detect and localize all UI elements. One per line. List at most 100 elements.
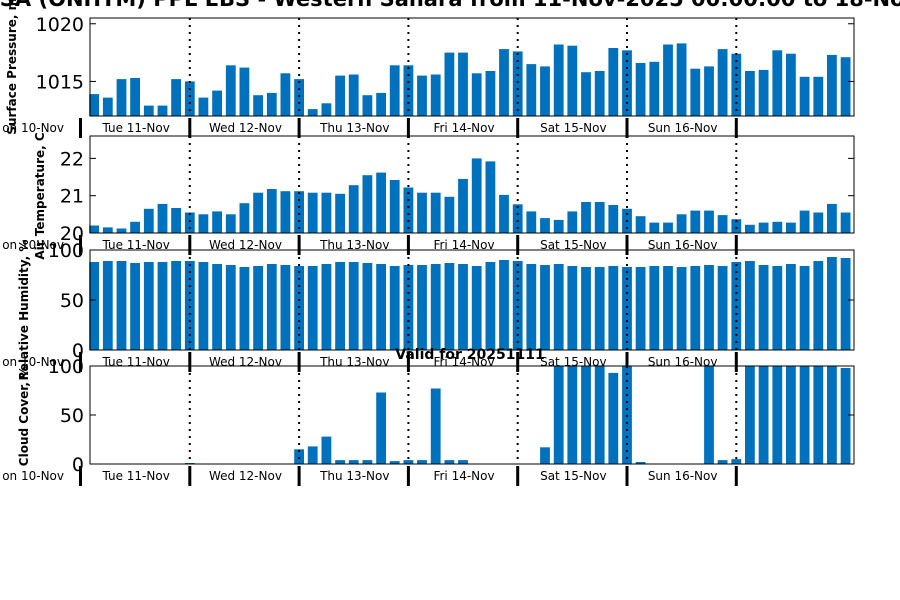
bar bbox=[758, 265, 769, 350]
bar bbox=[321, 103, 332, 116]
bar bbox=[116, 79, 127, 116]
bar bbox=[389, 180, 400, 233]
bar bbox=[676, 267, 687, 350]
day-label: Tue 11-Nov bbox=[101, 355, 169, 369]
bar bbox=[417, 460, 427, 464]
bar bbox=[840, 212, 851, 233]
day-label: Tue 11-Nov bbox=[101, 238, 169, 252]
bar bbox=[704, 366, 714, 464]
bar bbox=[567, 266, 578, 350]
bar bbox=[526, 64, 537, 116]
bar bbox=[403, 187, 414, 233]
bar bbox=[280, 191, 291, 233]
bar bbox=[471, 158, 482, 233]
bar bbox=[362, 175, 373, 233]
bar bbox=[485, 161, 496, 233]
day-label: Thu 13-Nov bbox=[319, 121, 389, 135]
bar bbox=[171, 79, 181, 116]
bar bbox=[430, 192, 441, 233]
bar bbox=[225, 65, 236, 116]
bar bbox=[348, 74, 359, 116]
bar bbox=[130, 221, 140, 233]
month-label: on 10-Nov bbox=[2, 238, 64, 252]
day-label: Sat 15-Nov bbox=[540, 238, 607, 252]
y-tick-label: 50 bbox=[60, 405, 84, 427]
bar bbox=[335, 262, 345, 350]
bar bbox=[471, 73, 482, 116]
plot-frame bbox=[89, 135, 855, 234]
bar bbox=[540, 218, 550, 233]
bar bbox=[840, 57, 851, 116]
bar bbox=[171, 208, 181, 233]
bar bbox=[458, 52, 468, 116]
bar bbox=[102, 97, 113, 116]
day-label: Thu 13-Nov bbox=[319, 355, 389, 369]
bar bbox=[540, 447, 550, 464]
bar bbox=[444, 196, 455, 233]
bar bbox=[745, 366, 755, 464]
y-tick-label: 20 bbox=[60, 223, 84, 245]
y-tick-label: 0 bbox=[72, 454, 84, 476]
y-axis-label: Relative Humidity, % bbox=[17, 240, 31, 381]
bar bbox=[212, 264, 222, 350]
bar bbox=[389, 65, 400, 116]
y-tick-label: 1015 bbox=[36, 71, 84, 93]
bar bbox=[130, 263, 140, 350]
bar bbox=[89, 94, 99, 116]
bar bbox=[635, 63, 646, 116]
bar bbox=[89, 225, 99, 233]
bar bbox=[840, 368, 851, 464]
bar bbox=[307, 109, 318, 116]
bar bbox=[321, 436, 332, 464]
bar bbox=[608, 48, 619, 116]
bar bbox=[198, 214, 209, 233]
bar bbox=[266, 92, 277, 116]
bar bbox=[676, 214, 687, 233]
y-tick-label: 22 bbox=[60, 148, 84, 170]
bar bbox=[567, 45, 578, 117]
bar bbox=[444, 460, 455, 464]
day-label: Wed 12-Nov bbox=[209, 355, 282, 369]
bar bbox=[417, 265, 427, 350]
month-label: on 10-Nov bbox=[2, 355, 64, 369]
bar bbox=[499, 194, 509, 233]
bar bbox=[485, 262, 496, 350]
bar bbox=[212, 90, 222, 116]
bar bbox=[89, 262, 99, 350]
bar bbox=[594, 202, 605, 233]
bar bbox=[704, 210, 714, 233]
bar bbox=[389, 266, 400, 350]
y-tick-label: 100 bbox=[48, 240, 84, 262]
bar bbox=[239, 203, 250, 233]
bar bbox=[430, 264, 441, 350]
bar bbox=[553, 44, 564, 116]
day-label: Tue 11-Nov bbox=[101, 121, 169, 135]
bar bbox=[157, 262, 168, 350]
bar bbox=[458, 178, 468, 233]
bar bbox=[758, 69, 769, 116]
bar bbox=[253, 95, 263, 116]
panel-4: 0 50 100 Tue 11-Nov Wed 12-Nov Thu 13-Nov Fri … bbox=[2, 356, 855, 486]
bar bbox=[649, 61, 660, 116]
bar bbox=[786, 222, 796, 233]
y-tick-label: 50 bbox=[60, 290, 84, 312]
bar bbox=[649, 222, 660, 233]
bar bbox=[786, 53, 796, 116]
bar bbox=[827, 203, 837, 233]
bar bbox=[171, 261, 181, 350]
bar bbox=[799, 366, 810, 464]
bar bbox=[430, 388, 441, 464]
bar bbox=[622, 50, 632, 116]
bar bbox=[786, 264, 796, 350]
bar bbox=[307, 192, 318, 233]
bar bbox=[704, 66, 714, 116]
bar bbox=[280, 73, 291, 116]
bar bbox=[663, 44, 673, 116]
bar bbox=[403, 65, 414, 116]
bar bbox=[376, 392, 386, 464]
bar bbox=[321, 192, 332, 233]
bar bbox=[526, 211, 537, 233]
bar bbox=[581, 202, 591, 233]
bar bbox=[799, 266, 810, 350]
bar bbox=[184, 81, 195, 116]
